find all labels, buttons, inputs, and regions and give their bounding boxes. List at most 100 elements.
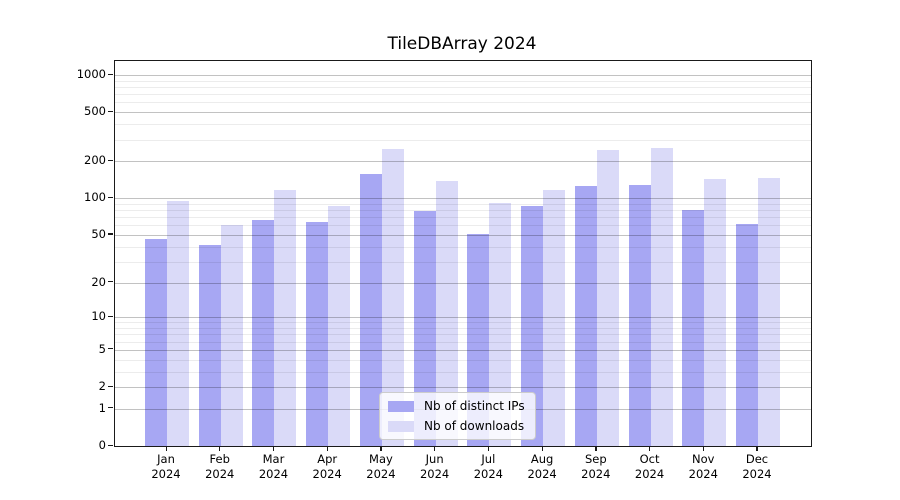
x-tick-mark: [649, 446, 651, 451]
gridline-major: [115, 317, 811, 319]
gridline-minor: [115, 139, 811, 141]
y-tick-label: 20: [91, 274, 106, 289]
bar-distinct-ips-may: [359, 173, 382, 446]
x-tick-label: May 2024: [366, 452, 396, 481]
bar-downloads-aug: [543, 189, 566, 446]
x-tick-label: Jan 2024: [151, 452, 181, 481]
gridline-minor: [115, 328, 811, 329]
x-tick-mark: [434, 446, 436, 451]
bar-downloads-feb: [220, 225, 243, 446]
gridline-minor: [115, 217, 811, 219]
x-tick-label: Aug 2024: [527, 452, 557, 481]
gridline-minor: [115, 371, 811, 373]
x-tick-mark: [487, 446, 490, 451]
legend: Nb of distinct IPs Nb of downloads: [379, 392, 536, 440]
x-tick-label: Feb 2024: [205, 452, 235, 481]
x-tick-mark: [702, 446, 704, 451]
gridline-minor: [115, 225, 811, 227]
x-tick-mark: [165, 446, 167, 451]
y-tick-label: 2: [98, 379, 106, 393]
legend-swatch-distinct-ips: [388, 400, 414, 412]
y-tick-label: 500: [84, 104, 106, 119]
gridline-major: [115, 282, 811, 284]
x-tick-label: Sep 2024: [581, 452, 611, 481]
bar-distinct-ips-jan: [145, 239, 167, 446]
gridline-minor: [115, 246, 811, 248]
x-tick-mark: [541, 446, 543, 451]
legend-item-distinct-ips: Nb of distinct IPs: [388, 398, 525, 414]
y-tick-label: 50: [91, 226, 106, 241]
x-tick-mark: [272, 446, 275, 451]
y-tick-mark: [108, 196, 113, 198]
gridline-minor: [115, 334, 811, 336]
y-tick-label: 1: [98, 400, 106, 415]
y-tick-mark: [108, 73, 113, 75]
y-tick-label: 0: [98, 438, 106, 452]
x-tick-label: Jul 2024: [473, 452, 503, 481]
gridline-minor: [115, 94, 811, 96]
gridline-major: [115, 387, 811, 388]
gridline-major: [115, 161, 811, 163]
x-tick-label: Dec 2024: [742, 452, 772, 481]
bar-distinct-ips-mar: [252, 220, 275, 446]
chart-title: TileDBArray 2024: [387, 34, 537, 54]
y-tick-label: 200: [84, 153, 106, 168]
gridline-minor: [115, 102, 811, 104]
gridline-major: [115, 112, 811, 114]
bar-distinct-ips-feb: [198, 245, 221, 446]
legend-label-downloads: Nb of downloads: [424, 419, 525, 433]
gridline-minor: [115, 124, 811, 126]
x-tick-mark: [595, 446, 597, 451]
y-tick-mark: [108, 315, 113, 317]
bar-distinct-ips-apr: [306, 221, 329, 446]
bar-downloads-jul: [489, 202, 512, 446]
gridline-minor: [115, 80, 811, 82]
bar-downloads-sep: [596, 149, 619, 446]
gridline-major: [115, 234, 811, 236]
y-tick-mark: [108, 348, 113, 350]
y-tick-label: 1000: [76, 67, 106, 81]
x-tick-label: Jun 2024: [419, 452, 450, 481]
y-tick-mark: [108, 281, 113, 283]
legend-label-distinct-ips: Nb of distinct IPs: [424, 399, 525, 413]
gridline-major: [115, 198, 811, 200]
bar-downloads-apr: [328, 206, 351, 446]
x-tick-mark: [219, 446, 221, 451]
gridline-major: [115, 349, 811, 351]
bar-distinct-ips-jun: [413, 210, 436, 446]
y-tick-label: 5: [98, 341, 106, 356]
bar-distinct-ips-aug: [521, 205, 544, 446]
gridline-minor: [115, 210, 811, 211]
x-tick-mark: [326, 446, 328, 451]
gridline-minor: [115, 359, 811, 361]
y-tick-label: 10: [91, 309, 106, 324]
x-tick-label: Oct 2024: [634, 452, 665, 481]
x-tick-mark: [380, 446, 382, 451]
bar-distinct-ips-dec: [735, 223, 758, 446]
bar-distinct-ips-nov: [682, 210, 705, 446]
y-tick-label: 100: [84, 190, 106, 205]
y-tick-mark: [108, 159, 113, 161]
legend-swatch-downloads: [388, 420, 414, 432]
gridline-minor: [115, 322, 811, 324]
y-tick-mark: [108, 444, 113, 446]
x-tick-label: Mar 2024: [258, 452, 289, 481]
x-tick-label: Nov 2024: [688, 452, 718, 481]
y-tick-mark: [108, 110, 113, 112]
gridline-minor: [115, 341, 811, 343]
bar-downloads-dec: [757, 178, 780, 446]
y-tick-mark: [108, 233, 113, 235]
legend-item-downloads: Nb of downloads: [388, 418, 525, 434]
gridline-minor: [115, 203, 811, 205]
bar-downloads-oct: [650, 148, 673, 446]
x-tick-label: Apr 2024: [312, 452, 342, 481]
y-tick-mark: [108, 407, 113, 409]
bar-downloads-nov: [704, 179, 727, 446]
bar-downloads-jan: [167, 200, 189, 446]
gridline-minor: [115, 261, 811, 263]
gridline-major: [115, 75, 811, 76]
bar-distinct-ips-sep: [574, 185, 597, 446]
bar-downloads-mar: [274, 190, 297, 446]
bar-downloads-jun: [435, 180, 458, 446]
